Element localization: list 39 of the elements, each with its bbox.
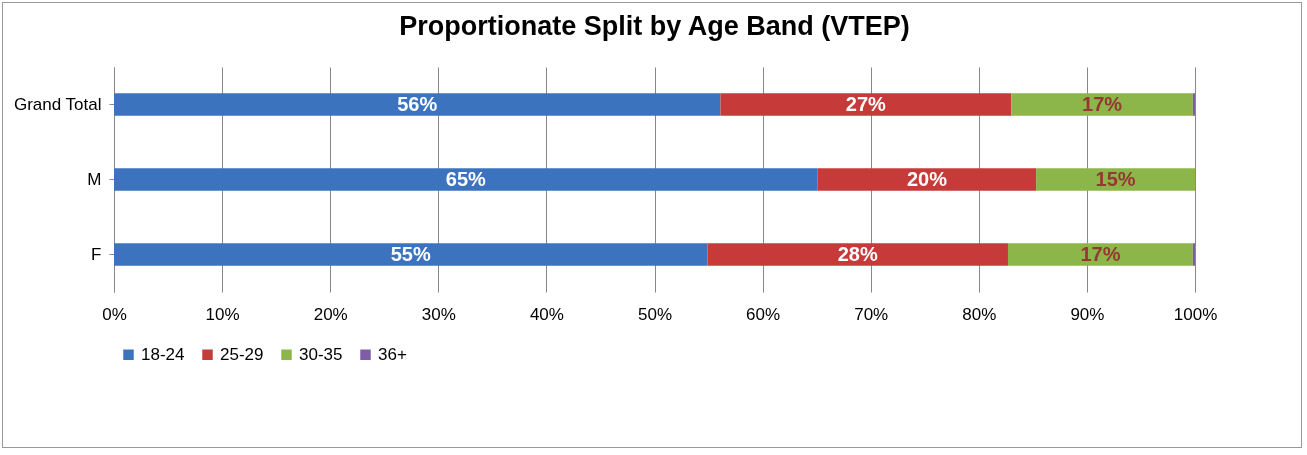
data-label: 56%	[397, 92, 438, 115]
legend-label: 30-35	[299, 344, 343, 364]
data-label: 55%	[390, 242, 431, 265]
bar	[1192, 93, 1195, 116]
legend-label: 25-29	[220, 344, 264, 364]
x-tick-label: 50%	[637, 304, 673, 324]
x-tick-label: 40%	[529, 304, 564, 324]
legend-label: 18-24	[141, 344, 185, 364]
data-label: 15%	[1095, 167, 1136, 190]
bar	[114, 168, 818, 191]
data-label: 17%	[1080, 242, 1121, 265]
legend-label: 36+	[378, 344, 407, 364]
y-tick-label: F	[91, 244, 102, 264]
x-tick-label: 10%	[205, 304, 240, 324]
data-label: 65%	[445, 167, 487, 190]
data-label: 28%	[837, 242, 878, 265]
y-tick-label: M	[87, 169, 102, 189]
bar	[114, 243, 708, 266]
x-tick-label: 70%	[854, 304, 889, 324]
bar	[1007, 243, 1193, 266]
data-label: 27%	[845, 92, 887, 115]
bar	[1192, 243, 1195, 266]
chart-title: Proportionate Split by Age Band (VTEP)	[399, 11, 910, 41]
x-tick-label: 30%	[421, 304, 456, 324]
x-tick-label: 0%	[102, 304, 127, 324]
data-label: 17%	[1082, 92, 1123, 115]
x-tick-label: 90%	[1070, 304, 1105, 324]
x-tick-label: 20%	[313, 304, 348, 324]
data-label: 20%	[906, 167, 948, 190]
bar	[114, 93, 721, 116]
bar	[1011, 93, 1193, 116]
y-tick-label: Grand Total	[13, 94, 102, 114]
x-tick-label: 80%	[962, 304, 997, 324]
bar	[817, 168, 1037, 191]
x-tick-label: 60%	[746, 304, 781, 324]
bar	[707, 243, 1008, 266]
bar	[1036, 168, 1195, 191]
x-tick-label: 100%	[1173, 304, 1218, 324]
bar	[720, 93, 1012, 116]
